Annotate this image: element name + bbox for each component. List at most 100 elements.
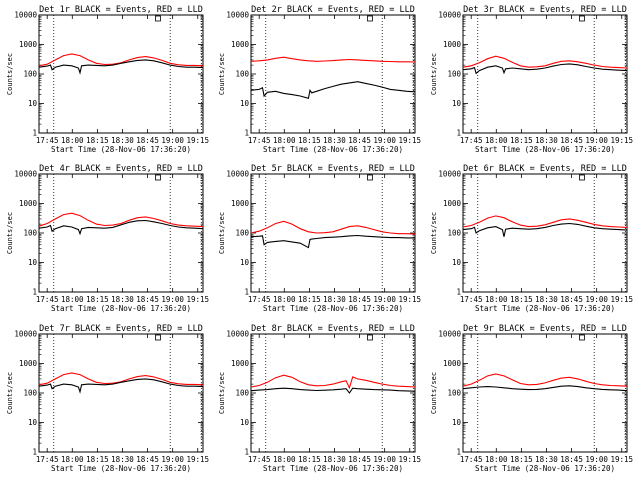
y-tick-label: 10000 xyxy=(14,330,37,339)
series-line-black xyxy=(462,385,628,392)
y-tick-label: 10 xyxy=(240,418,250,427)
flag-marker xyxy=(579,15,585,22)
x-tick-label: 18:30 xyxy=(111,295,134,304)
y-tick-label: 1000 xyxy=(443,359,462,368)
x-tick-label: 17:45 xyxy=(460,455,483,464)
y-tick-label: 10 xyxy=(452,418,462,427)
x-tick-label: 19:00 xyxy=(585,136,608,145)
plot-frame xyxy=(38,14,204,134)
y-tick-label: 1 xyxy=(32,288,37,297)
y-tick-label: 1 xyxy=(456,129,461,138)
y-tick-label: 100 xyxy=(23,389,37,398)
x-tick-label: 18:00 xyxy=(485,455,508,464)
y-tick-label: 1 xyxy=(244,288,249,297)
x-tick-label: 19:00 xyxy=(373,455,396,464)
series-line-red xyxy=(38,372,204,386)
x-tick-label: 18:30 xyxy=(323,455,346,464)
x-axis-label: Start Time (28-Nov-06 17:36:20) xyxy=(263,464,403,473)
x-axis-label: Start Time (28-Nov-06 17:36:20) xyxy=(51,464,191,473)
plot-frame xyxy=(462,333,628,453)
y-tick-label: 10000 xyxy=(226,330,249,339)
y-tick-label: 10000 xyxy=(438,330,461,339)
y-axis-label: Counts/sec xyxy=(430,212,438,254)
chart-title: Det 5r BLACK = Events, RED = LLD xyxy=(251,164,415,174)
y-tick-label: 1000 xyxy=(443,199,462,208)
y-tick-label: 10000 xyxy=(226,170,249,179)
y-tick-label: 10 xyxy=(240,258,250,267)
x-tick-label: 17:45 xyxy=(460,136,483,145)
series-line-red xyxy=(38,212,204,228)
series-line-black xyxy=(38,59,204,75)
y-tick-label: 1000 xyxy=(19,359,38,368)
y-tick-label: 10000 xyxy=(14,11,37,20)
plot-frame xyxy=(462,173,628,293)
x-tick-label: 19:00 xyxy=(585,295,608,304)
x-tick-label: 19:00 xyxy=(161,136,184,145)
y-tick-label: 100 xyxy=(447,389,461,398)
series-line-black xyxy=(462,222,628,237)
y-tick-label: 1 xyxy=(244,129,249,138)
x-axis-label: Start Time (28-Nov-06 17:36:20) xyxy=(51,304,191,313)
x-axis-label: Start Time (28-Nov-06 17:36:20) xyxy=(475,145,615,154)
x-tick-label: 19:15 xyxy=(186,295,209,304)
plot-frame xyxy=(38,173,204,293)
x-tick-label: 19:00 xyxy=(161,455,184,464)
y-tick-label: 100 xyxy=(447,229,461,238)
x-tick-label: 18:45 xyxy=(560,136,583,145)
x-tick-label: 19:15 xyxy=(610,136,633,145)
y-tick-label: 10 xyxy=(28,258,38,267)
y-tick-label: 1000 xyxy=(19,199,38,208)
x-tick-label: 18:45 xyxy=(136,455,159,464)
series-line-red xyxy=(462,215,628,228)
series-line-black xyxy=(250,81,416,99)
x-tick-label: 18:00 xyxy=(61,295,84,304)
x-tick-label: 18:15 xyxy=(86,136,109,145)
y-tick-label: 100 xyxy=(235,389,249,398)
chart-panel-7: Det 7r BLACK = Events, RED = LLD 1 10 100 10… xyxy=(6,324,209,473)
x-tick-label: 18:00 xyxy=(485,136,508,145)
x-tick-label: 18:30 xyxy=(323,136,346,145)
chart-panel-5: Det 5r BLACK = Events, RED = LLD 1 10 100 10… xyxy=(218,164,421,313)
x-tick-label: 18:00 xyxy=(485,295,508,304)
y-axis-label: Counts/sec xyxy=(430,372,438,414)
chart-title: Det 3r BLACK = Events, RED = LLD xyxy=(463,5,627,15)
y-tick-label: 100 xyxy=(447,70,461,79)
y-tick-label: 100 xyxy=(235,229,249,238)
series-line-black xyxy=(250,234,415,249)
y-tick-label: 1 xyxy=(32,448,37,457)
x-tick-label: 19:15 xyxy=(398,455,421,464)
chart-panel-9: Det 9r BLACK = Events, RED = LLD 1 10 100 10… xyxy=(430,324,633,473)
x-tick-label: 19:15 xyxy=(610,455,633,464)
flag-marker xyxy=(155,174,161,181)
plot-frame xyxy=(250,333,416,453)
x-tick-label: 19:15 xyxy=(186,136,209,145)
x-tick-label: 18:30 xyxy=(111,136,134,145)
x-tick-label: 19:15 xyxy=(398,136,421,145)
series-line-red xyxy=(250,374,416,390)
x-tick-label: 18:00 xyxy=(61,455,84,464)
chart-title: Det 6r BLACK = Events, RED = LLD xyxy=(463,164,627,174)
x-tick-label: 18:00 xyxy=(273,455,296,464)
x-tick-label: 18:15 xyxy=(298,136,321,145)
y-tick-label: 10 xyxy=(240,99,250,108)
y-tick-label: 1000 xyxy=(231,199,250,208)
x-tick-label: 18:00 xyxy=(273,136,296,145)
series-line-red xyxy=(38,53,204,67)
y-axis-label: Counts/sec xyxy=(6,372,14,414)
y-tick-label: 100 xyxy=(235,70,249,79)
y-tick-label: 1 xyxy=(32,129,37,138)
x-tick-label: 18:45 xyxy=(348,136,371,145)
y-axis-label: Counts/sec xyxy=(6,53,14,95)
x-tick-label: 17:45 xyxy=(248,455,271,464)
x-tick-label: 18:45 xyxy=(348,455,371,464)
x-tick-label: 18:00 xyxy=(273,295,296,304)
x-tick-label: 18:30 xyxy=(111,455,134,464)
x-axis-label: Start Time (28-Nov-06 17:36:20) xyxy=(475,464,615,473)
x-axis-label: Start Time (28-Nov-06 17:36:20) xyxy=(263,304,403,313)
chart-title: Det 8r BLACK = Events, RED = LLD xyxy=(251,324,415,334)
flag-marker xyxy=(367,15,373,22)
y-tick-label: 1 xyxy=(456,448,461,457)
x-tick-label: 19:15 xyxy=(186,455,209,464)
x-axis-label: Start Time (28-Nov-06 17:36:20) xyxy=(475,304,615,313)
